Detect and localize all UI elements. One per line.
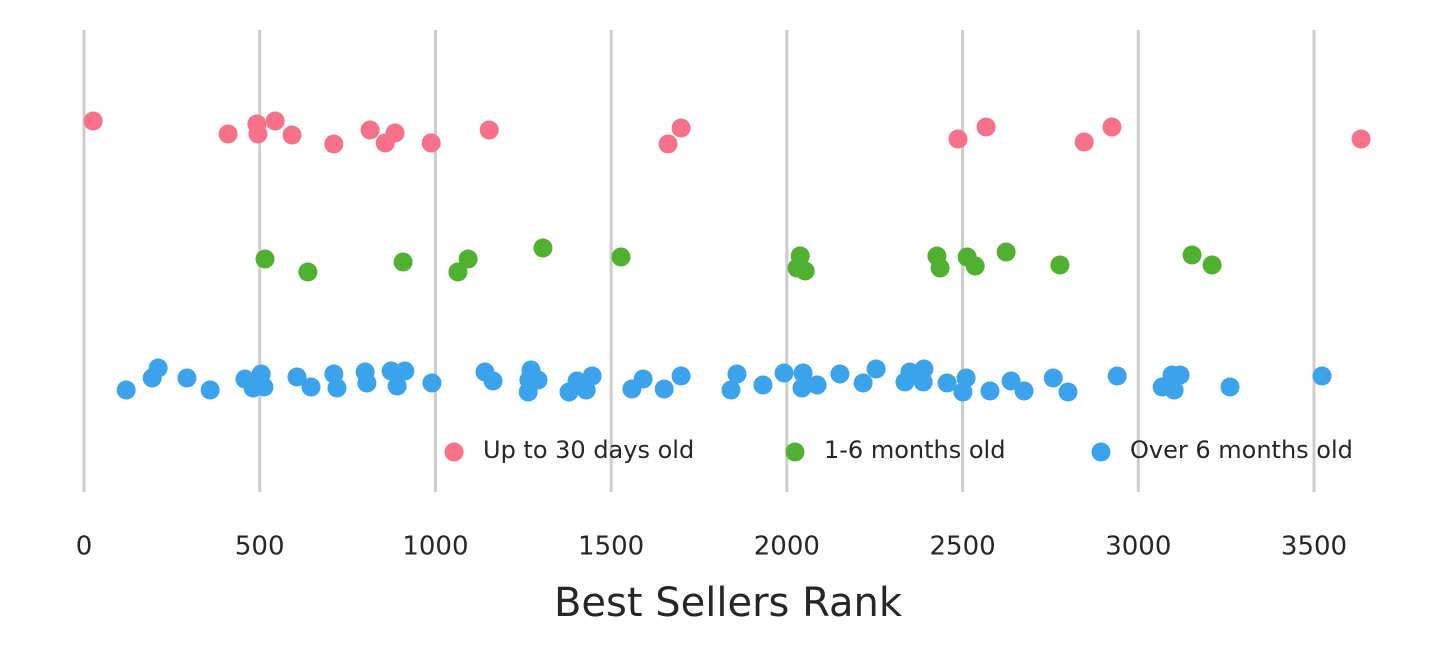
legend-label: 1-6 months old [824, 436, 1005, 464]
point [930, 258, 950, 278]
point [1102, 117, 1122, 137]
point [327, 378, 347, 398]
point [360, 120, 380, 140]
x-tick-label: 1500 [578, 532, 644, 562]
point [671, 366, 691, 386]
point [633, 369, 653, 389]
x-axis-label: Best Sellers Rank [554, 580, 903, 626]
point [1014, 381, 1034, 401]
point [914, 359, 934, 379]
point [996, 242, 1016, 262]
point [528, 370, 548, 390]
point [965, 256, 985, 276]
point [301, 377, 321, 397]
point [976, 117, 996, 137]
point [200, 380, 220, 400]
point [381, 361, 401, 381]
point [1182, 245, 1202, 265]
point [1001, 371, 1021, 391]
x-tick-label: 3000 [1105, 532, 1171, 562]
point [807, 375, 827, 395]
point [582, 366, 602, 386]
point [658, 134, 678, 154]
point [218, 124, 238, 144]
point [533, 238, 553, 258]
x-tick-label: 2500 [929, 532, 995, 562]
point [116, 380, 136, 400]
point [385, 123, 405, 143]
point [83, 111, 103, 131]
point [395, 361, 415, 381]
point [980, 381, 1000, 401]
point [1164, 380, 1184, 400]
point [948, 129, 968, 149]
point [830, 364, 850, 384]
point [727, 364, 747, 384]
point [753, 375, 773, 395]
point [324, 134, 344, 154]
point [1220, 377, 1240, 397]
point [774, 363, 794, 383]
point [790, 246, 810, 266]
point [956, 368, 976, 388]
point [255, 249, 275, 269]
point [479, 120, 499, 140]
point [1058, 382, 1078, 402]
point [1170, 365, 1190, 385]
point [357, 373, 377, 393]
point [721, 380, 741, 400]
x-tick-label: 3500 [1281, 532, 1347, 562]
x-tick-label: 0 [76, 532, 93, 562]
legend-marker [444, 442, 464, 462]
point [483, 371, 503, 391]
point [853, 373, 873, 393]
point [866, 359, 886, 379]
point [1107, 366, 1127, 386]
x-tick-label: 1000 [402, 532, 468, 562]
point [1074, 132, 1094, 152]
point [254, 377, 274, 397]
point [387, 376, 407, 396]
point [611, 247, 631, 267]
point [1043, 368, 1063, 388]
point [448, 262, 468, 282]
point [422, 373, 442, 393]
point [1050, 255, 1070, 275]
point [937, 373, 957, 393]
point [458, 249, 478, 269]
x-tick-label: 2000 [754, 532, 820, 562]
point [298, 262, 318, 282]
point [654, 379, 674, 399]
legend-label: Over 6 months old [1130, 436, 1353, 464]
point [393, 252, 413, 272]
point [792, 378, 812, 398]
point [1351, 129, 1371, 149]
legend-label: Up to 30 days old [483, 436, 694, 464]
legend-marker [1091, 442, 1111, 462]
point [265, 111, 285, 131]
point [1202, 255, 1222, 275]
point [1312, 366, 1332, 386]
point [282, 125, 302, 145]
point [287, 367, 307, 387]
point [248, 124, 268, 144]
point [793, 363, 813, 383]
point [148, 358, 168, 378]
legend-marker [785, 442, 805, 462]
point [177, 368, 197, 388]
point [795, 261, 815, 281]
point [421, 133, 441, 153]
point [671, 118, 691, 138]
x-tick-label: 500 [235, 532, 285, 562]
